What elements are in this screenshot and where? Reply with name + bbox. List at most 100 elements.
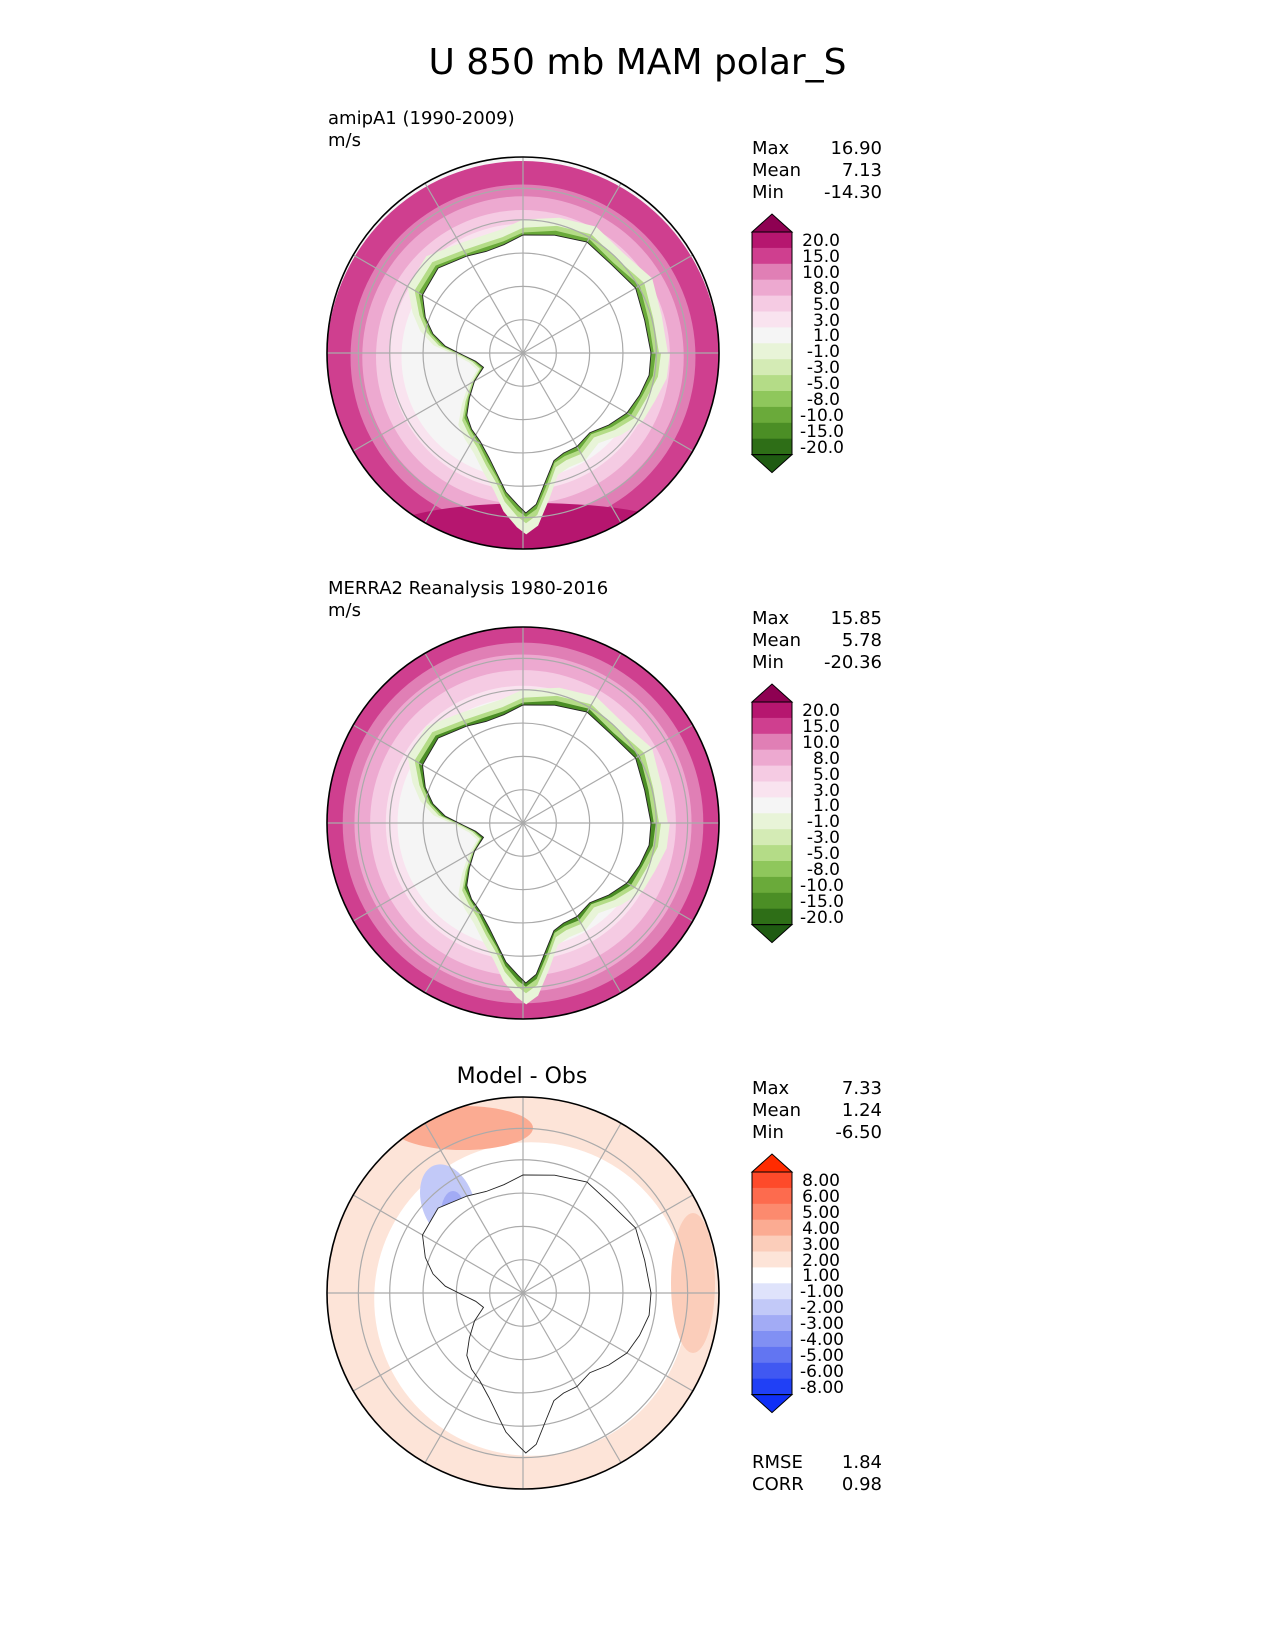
mean-label: Mean [752,160,802,181]
colorbar-frame [751,1171,793,1396]
corr-value: 0.98 [841,1474,882,1495]
graticule [327,157,719,549]
meridian-line [352,822,524,922]
max-value: 16.90 [830,138,882,159]
panel-ref-polar-map [326,626,720,1020]
figure-title: U 850 mb MAM polar_S [428,42,847,83]
min-label: Min [752,182,784,203]
meridian-line [424,1122,524,1294]
colorbar-segment [752,311,792,328]
colorbar-segment [752,1331,792,1348]
colorbar-tick-label: -20.0 [800,907,844,928]
continent-masked [422,1175,651,1453]
colorbar-tick-label: 2.00 [802,1250,840,1271]
colorbar-tick-label: 15.0 [802,716,840,737]
min-value: -20.36 [823,652,882,673]
colorbar-tick-label: 8.0 [812,278,840,299]
colorbar-tick-label: 15.0 [802,246,840,267]
colorbar-frame [751,701,793,926]
panel-test-stats: Max 16.90 Mean 7.13 Min -14.30 [752,138,882,204]
colorbar-segment [752,359,792,376]
max-label: Max [752,1078,790,1099]
panel-test-units: m/s [328,130,361,151]
panel-ref-colorbar [750,683,794,944]
meridian-line [424,1292,524,1464]
colorbar-tick-label: 5.0 [812,764,840,785]
panel-diff-colorbar [750,1153,794,1414]
colorbar-segment [752,1299,792,1316]
colorbar-segment [752,263,792,281]
map-boundary [326,1096,720,1490]
colorbar-tick-label: 1.0 [812,326,840,347]
colorbar-extend-bottom [750,924,794,944]
colorbar-segment [752,1219,792,1236]
colorbar-segment [752,717,792,735]
colorbar-extend-top [750,1153,794,1173]
colorbar-segment [752,391,792,408]
mean-value: 5.78 [841,630,882,651]
continent-masked [422,705,651,983]
bias-band [393,1106,533,1150]
colorbar-segment [752,765,792,782]
colorbar-segment [752,861,792,878]
colorbar-segment [752,845,792,862]
colorbar-segment [752,295,792,312]
antarctica-coastline [422,234,652,514]
colorbar-segment [752,797,792,814]
colorbar-segment [752,375,792,392]
colorbar-tick-label: -3.00 [800,1314,844,1335]
meridian-line [522,1194,694,1294]
colorbar-segment [752,733,792,751]
colorbar-segment [752,1235,792,1252]
colorbar-tick-label: 10.0 [802,732,840,753]
colorbar-tick-label: 10.0 [802,262,840,283]
meridian-line [424,352,524,524]
antarctica-coastline [422,704,652,984]
continent-masked [422,235,651,513]
rmse-value: 1.84 [841,1452,882,1473]
meridian-line [522,182,622,354]
colorbar-tick-label: -4.00 [800,1330,844,1350]
meridian-line [522,254,694,354]
colorbar-tick-label: -5.00 [800,1345,844,1366]
colorbar-segment [752,343,792,360]
colorbar-extend-top [750,683,794,703]
colorbar-tick-label: -6.00 [800,1361,844,1382]
colorbar-segment [752,247,792,265]
colorbar-tick-label: 20.0 [802,701,840,721]
colorbar-segment [752,908,792,925]
meridian-line [522,724,694,824]
colorbar-segment [752,1315,792,1332]
colorbar-frame [751,231,793,456]
colorbar-tick-label: -15.0 [800,421,844,442]
graticule [327,627,719,1019]
colorbar-segment [752,702,792,719]
colorbar-tick-label: 3.0 [812,310,840,331]
colorbar-tick-label: -5.0 [806,374,840,395]
mean-value: 1.24 [841,1100,882,1121]
colorbar-segment [752,829,792,846]
min-value: -14.30 [823,182,882,203]
colorbar-segment [752,781,792,798]
panel-diff-stats: Max 7.33 Mean 1.24 Min -6.50 [752,1078,882,1144]
colorbar-tick-label: 3.0 [812,780,840,801]
colorbar-tick-label: -1.0 [806,342,840,363]
colorbar-extend-bottom [750,454,794,474]
colorbar-tick-label: 5.0 [812,294,840,315]
colorbar-extend-top [750,213,794,233]
meridian-line [352,254,524,354]
meridian-line [522,652,622,824]
colorbar-segment [752,232,792,249]
colorbar-segment [752,892,792,910]
colorbar-tick-label: 20.0 [802,231,840,251]
colorbar-tick-label: 8.00 [802,1171,840,1191]
colorbar-tick-label: -8.0 [806,390,840,410]
map-boundary [326,626,720,1020]
colorbar-segment [752,406,792,424]
graticule [327,1097,719,1489]
meridian-line [522,352,622,524]
colorbar-tick-label: -20.0 [800,437,844,458]
min-value: -6.50 [835,1122,882,1143]
colorbar-segment [752,1187,792,1205]
meridian-line [522,1122,622,1294]
